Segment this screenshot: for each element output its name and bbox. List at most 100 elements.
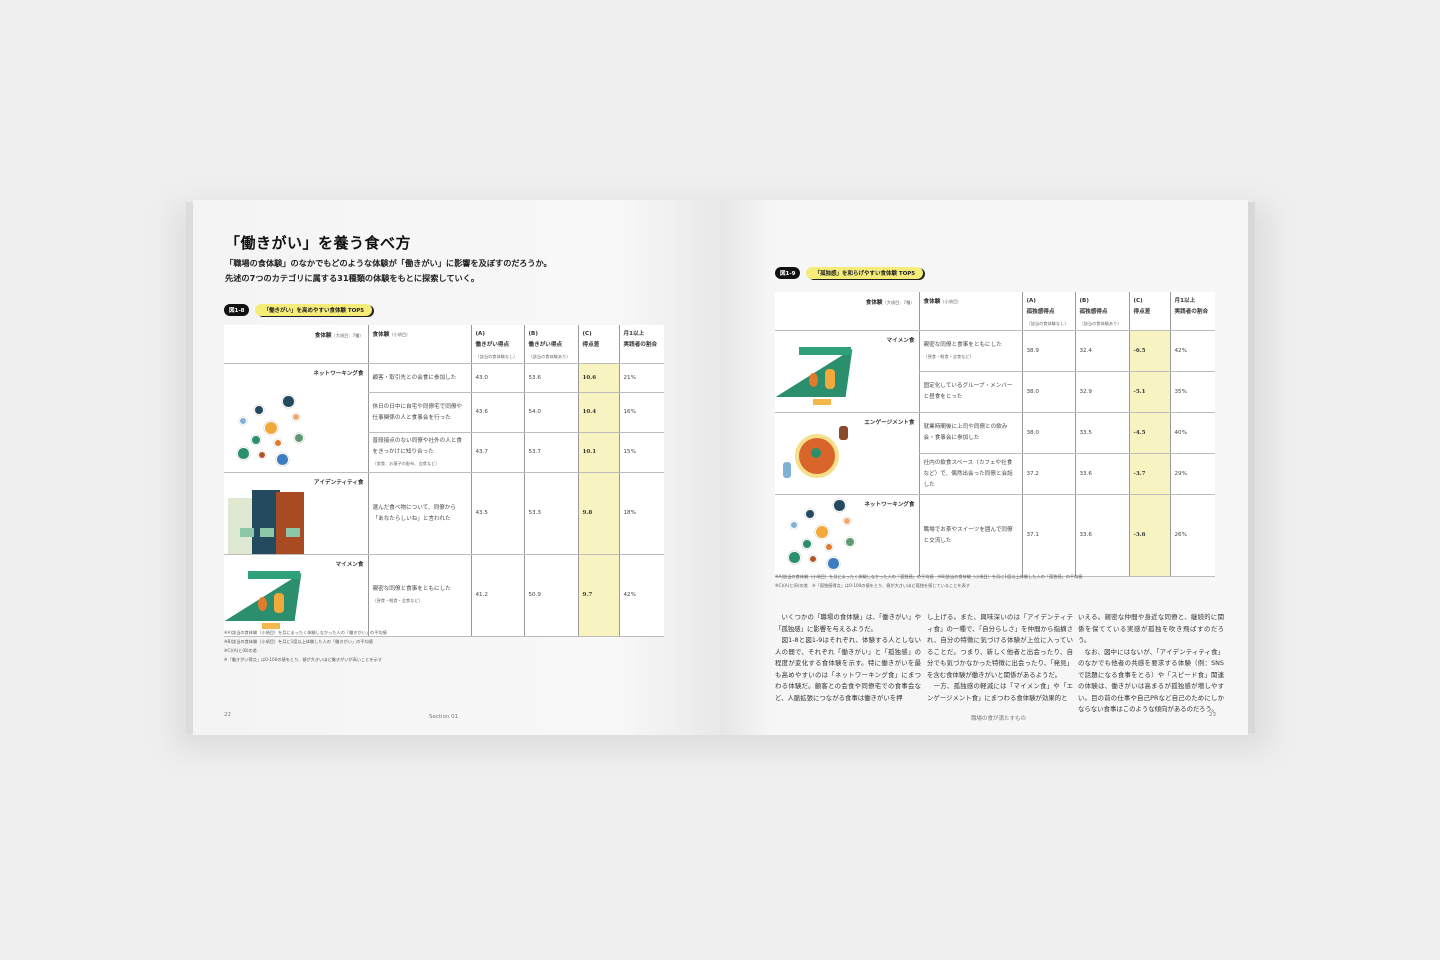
header-label: 食体験	[865, 300, 883, 306]
category-label: ネットワーキング食	[864, 502, 915, 508]
work-engagement-table: 食体験（大項目：7種） 食体験 （小項目） (A) 働きがい得点 （該当の食体験なし） (B…	[224, 325, 664, 637]
value-ratio: 42%	[618, 554, 664, 637]
header-label: 食体験	[314, 333, 332, 339]
lead-line: 「職場の食体験」のなかでもどのような体験が「働きがい」に影響を及ぼすのだろうか。	[225, 258, 552, 268]
badge-icon	[286, 528, 300, 537]
figure-label: 図1-9 「孤独感」を和らげやすい食体験 TOP5	[775, 267, 924, 279]
header-category: 食体験（大項目：7種）	[775, 292, 919, 331]
badge-icon	[240, 528, 254, 537]
table-row: 普段接点のない同僚や社外の人と食をきっかけに知り合った （差食、お菓子の配布、会食…	[224, 432, 664, 473]
category-cell: アイデンティティ食	[224, 472, 368, 555]
item-cell: 就業時間後に上司や同僚との飲み会・食事会に参加した	[918, 412, 1022, 454]
header-note: （小項目）	[389, 332, 411, 337]
table-row: アイデンティティ食 選んだ食べ物について、同僚から「あなたらしいね」と言われた 4…	[224, 472, 664, 555]
note-line: ※A)該当の食体験（小項目）を月にまったく体験しなかった人の「孤独感」の平均値 …	[775, 574, 1083, 579]
person-avatar-icon	[254, 405, 264, 415]
category-label: エンゲージメント食	[864, 420, 915, 426]
value-c: 9.8	[577, 472, 619, 555]
value-c: 9.7	[577, 554, 619, 637]
table-row: マイメン食 親密な同僚と食事をともにした （昼食・軽食・会食など） 38.9 32.4…	[775, 330, 1215, 413]
value-a: 38.0	[1021, 371, 1075, 413]
header-label: 働きがい得点	[475, 342, 510, 348]
header-label: 得点差	[582, 342, 600, 348]
figure-label: 図1-8 「働きがい」を高めやすい食体験 TOP5	[224, 304, 373, 316]
category-cell: マイメン食	[775, 330, 919, 413]
header-label: 孤独感得点	[1079, 309, 1108, 315]
person-avatar-icon	[276, 453, 289, 466]
value-b: 33.6	[1074, 453, 1129, 495]
item-text: 普段接点のない同僚や社外の人と食をきっかけに知り合った	[372, 437, 463, 455]
header-note: （小項目）	[940, 299, 962, 304]
header-label: 食体験	[923, 299, 941, 305]
lead-text: 「職場の食体験」のなかでもどのような体験が「働きがい」に影響を及ぼすのだろうか。…	[225, 256, 552, 286]
body-column-3: いえる。親密な仲間や身近な同僚と、継続的に関係を保てている実感が孤独を吹き飛ばす…	[1078, 613, 1224, 713]
illustration-area	[779, 499, 915, 576]
note-line: ※「働きがい得点」は0-100の値をとり、値が大きいほど働きがいが高いことを示す	[224, 657, 382, 662]
person-avatar-icon	[292, 413, 301, 422]
header-a: (A) 働きがい得点 （該当の食体験なし）	[470, 325, 524, 364]
tent-roof-icon	[248, 571, 300, 579]
value-a: 38.0	[1021, 412, 1075, 454]
header-label: (C)	[582, 331, 592, 337]
header-b: (B) 働きがい得点 （該当の食体験あり）	[523, 325, 578, 364]
category-cell: エンゲージメント食	[775, 412, 919, 495]
page-number: 23	[1209, 712, 1216, 718]
value-a: 41.2	[470, 554, 524, 637]
header-c: (C) 得点差	[577, 325, 619, 364]
header-ratio: 月1以上 実践者の割合	[1169, 292, 1215, 331]
network-people-illustration	[234, 391, 309, 466]
item-note: （昼食・軽食・会食など）	[372, 598, 423, 603]
person-icon	[258, 597, 267, 611]
body-column-1: いくつかの「職場の食体験」は、「働きがい」や「孤独感」に影響を与えるようだ。 図…	[775, 613, 921, 702]
header-category: 食体験（大項目：7種）	[224, 325, 368, 364]
header-note: （大項目：7種）	[331, 333, 364, 338]
person-avatar-icon	[239, 417, 248, 426]
person-avatar-icon	[282, 395, 295, 408]
person-right-icon	[276, 492, 304, 554]
person-avatar-icon	[790, 521, 799, 530]
pizza-people-illustration	[783, 422, 853, 488]
item-cell: 固定化しているグループ・メンバーと昼食をとった	[918, 371, 1022, 413]
value-a: 43.5	[470, 472, 524, 555]
value-a: 38.9	[1021, 330, 1075, 372]
item-text: 就業時間後に上司や同僚との飲み会・食事会に参加した	[923, 424, 1008, 441]
illustration-area	[775, 347, 915, 412]
note-line: ※C)(A)と(B)の差	[224, 648, 257, 653]
value-ratio: 15%	[618, 432, 664, 473]
value-b: 32.9	[1074, 371, 1129, 413]
person-avatar-icon	[833, 499, 846, 512]
value-ratio: 21%	[618, 363, 664, 394]
person-avatar-icon	[805, 509, 815, 519]
illustration-area	[224, 571, 364, 636]
value-c: -6.5	[1128, 330, 1170, 372]
person-avatar-icon	[258, 451, 267, 460]
person-middle-icon	[252, 490, 280, 554]
category-label: マイメン食	[886, 338, 915, 344]
header-label: (A)	[475, 331, 485, 337]
header-label: (B)	[528, 331, 538, 337]
value-c: -3.6	[1128, 494, 1170, 577]
header-note: （該当の食体験なし）	[475, 354, 518, 359]
note-line: ※A)該当の食体験（小項目）を月にまったく体験しなかった人の「働きがい」の平均値	[224, 630, 387, 635]
value-ratio: 16%	[618, 392, 664, 434]
table-header-row: 食体験（大項目：7種） 食体験（小項目） (A) 孤独感得点 （該当の食体験なし） (B)…	[775, 292, 1215, 331]
page-title: 「働きがい」を養う食べ方	[225, 234, 412, 252]
header-note: （該当の食体験なし）	[1026, 321, 1069, 326]
illustration-area	[779, 426, 915, 494]
person-icon	[825, 369, 835, 389]
item-text: 顧客・取引先との会食に参加した	[372, 374, 457, 381]
tent-meal-illustration	[775, 343, 854, 408]
table-row: 固定化しているグループ・メンバーと昼食をとった 38.0 32.9 -5.1 35%	[775, 371, 1215, 413]
item-note: （差食、お菓子の配布、会食など）	[372, 460, 440, 466]
header-a: (A) 孤独感得点 （該当の食体験なし）	[1021, 292, 1075, 331]
person-icon	[274, 593, 284, 613]
value-b: 33.5	[1074, 412, 1129, 454]
item-note: （昼食・軽食・会食など）	[923, 353, 974, 359]
value-b: 33.6	[1074, 494, 1129, 577]
value-b: 50.9	[523, 554, 578, 637]
person-avatar-icon	[274, 439, 283, 448]
person-avatar-icon	[825, 543, 834, 552]
table-row: 休日の日中に自宅や同僚宅で同僚や仕事関係の人と食事会を行った 43.6 54.0 10…	[224, 392, 664, 434]
value-b: 53.7	[523, 432, 578, 473]
person-avatar-icon	[845, 537, 855, 547]
